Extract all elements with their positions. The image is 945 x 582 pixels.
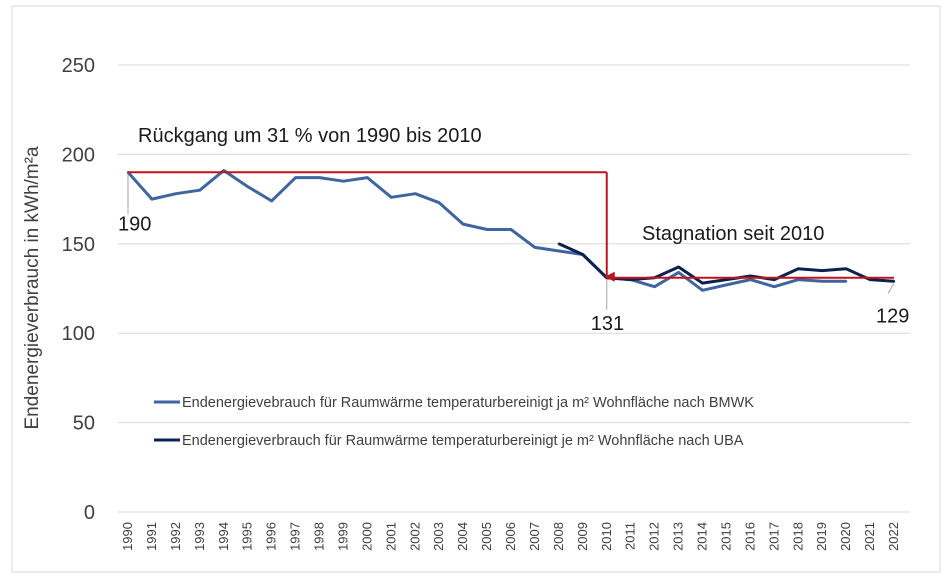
x-tick-label: 2020 [838, 522, 853, 551]
data-point [294, 176, 297, 179]
annotation-stagnation: Stagnation seit 2010 [642, 223, 824, 245]
data-point [820, 280, 824, 283]
annotation-decline: Rückgang um 31 % von 1990 bis 2010 [138, 125, 482, 147]
chart-frame [11, 5, 941, 573]
x-tick-label: 2019 [814, 522, 829, 551]
data-point [270, 199, 273, 203]
data-point [533, 246, 537, 249]
data-point [677, 265, 680, 269]
x-tick-label: 2015 [718, 522, 733, 551]
y-tick-label: 100 [62, 323, 95, 345]
x-tick-label: 1996 [264, 522, 279, 551]
x-tick-label: 2016 [742, 522, 757, 551]
y-axis-ticks: 0 50 100 150 200 250 [62, 55, 95, 524]
y-tick-label: 0 [84, 502, 95, 524]
data-point [701, 289, 704, 292]
data-point [773, 285, 776, 288]
x-tick-label: 2014 [695, 522, 710, 551]
x-tick-label: 2013 [671, 522, 686, 551]
data-point [318, 176, 321, 179]
y-tick-label: 150 [62, 234, 95, 256]
data-point [725, 283, 728, 287]
data-point [797, 267, 800, 271]
x-tick-label: 2001 [383, 522, 398, 551]
reference-lines [128, 171, 894, 282]
data-point [150, 197, 154, 201]
x-tick-label: 1990 [120, 522, 135, 551]
x-tick-label: 2011 [623, 522, 638, 550]
data-point [844, 280, 848, 283]
gridlines [118, 64, 910, 513]
data-point [485, 228, 489, 231]
data-point [868, 278, 872, 281]
value-label-190: 190 [118, 213, 151, 235]
data-point [174, 192, 178, 195]
x-tick-label: 2004 [455, 522, 470, 551]
data-point [820, 269, 824, 272]
x-tick-label: 2022 [886, 522, 901, 551]
x-tick-label: 1992 [168, 522, 183, 551]
y-axis-title: Endenergieverbrauch in kWh/m²a [22, 146, 43, 429]
data-point [342, 180, 345, 183]
x-tick-label: 1991 [144, 522, 159, 551]
data-point [892, 280, 896, 283]
x-tick-label: 1997 [288, 522, 303, 551]
x-tick-label: 1993 [192, 522, 207, 551]
data-point [797, 278, 800, 281]
data-point [773, 278, 776, 281]
value-label-131: 131 [591, 313, 624, 335]
x-tick-label: 1994 [216, 522, 231, 551]
legend-label-bmwk: Endenergievebrauch für Raumwärme tempera… [182, 395, 754, 411]
data-point [437, 201, 441, 204]
value-leader-line [887, 283, 895, 294]
x-tick-label: 2012 [647, 522, 662, 551]
x-tick-label: 1999 [335, 522, 350, 551]
x-tick-label: 2010 [599, 522, 614, 551]
data-point [557, 249, 561, 253]
x-tick-label: 2002 [407, 522, 422, 551]
y-tick-label: 50 [73, 413, 95, 435]
x-tick-label: 2008 [551, 522, 566, 551]
x-tick-label: 2006 [503, 522, 518, 551]
legend-label-uba: Endenergieverbrauch für Raumwärme temper… [182, 433, 744, 449]
x-tick-label: 2005 [479, 522, 494, 551]
value-labels: 190 131 129 [118, 174, 909, 335]
data-point [414, 192, 417, 195]
data-point [749, 278, 752, 281]
x-axis-ticks: 1990 1991 1992 1993 1994 1995 1996 1997 1998 1999… [120, 522, 901, 551]
y-tick-label: 200 [62, 144, 95, 166]
data-point [749, 274, 752, 278]
legend: Endenergievebrauch für Raumwärme tempera… [154, 395, 754, 449]
x-tick-label: 2007 [527, 522, 542, 551]
x-tick-label: 2017 [766, 522, 781, 551]
data-point [557, 242, 561, 245]
x-tick-label: 2003 [431, 522, 446, 551]
data-point [725, 278, 728, 281]
x-tick-label: 2018 [790, 522, 805, 551]
x-tick-label: 2009 [575, 522, 590, 551]
data-point [677, 271, 680, 274]
data-point [509, 228, 513, 231]
data-point [222, 169, 225, 172]
data-point [701, 281, 704, 285]
y-tick-label: 250 [62, 55, 95, 77]
data-point [581, 253, 585, 256]
value-label-129: 129 [876, 305, 909, 327]
data-point [629, 278, 632, 281]
data-point [844, 267, 848, 271]
data-point [461, 222, 465, 226]
data-point [390, 196, 393, 199]
x-tick-label: 2021 [862, 522, 877, 551]
data-point [198, 188, 202, 192]
data-point [366, 176, 369, 179]
x-tick-label: 1995 [240, 522, 255, 551]
x-tick-label: 2000 [359, 522, 374, 551]
data-point [246, 185, 249, 188]
x-tick-label: 1998 [312, 522, 327, 551]
data-point [653, 285, 656, 288]
